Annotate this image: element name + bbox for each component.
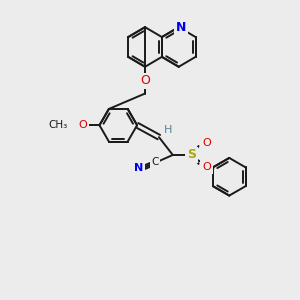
Text: S: S	[187, 148, 196, 161]
Text: O: O	[140, 74, 150, 87]
Text: H: H	[164, 125, 172, 135]
Text: O: O	[202, 162, 211, 172]
Text: C: C	[151, 157, 159, 167]
Text: CH₃: CH₃	[49, 120, 68, 130]
Text: N: N	[176, 21, 186, 34]
Text: O: O	[78, 120, 87, 130]
Text: N: N	[134, 163, 144, 173]
Text: O: O	[202, 138, 211, 148]
